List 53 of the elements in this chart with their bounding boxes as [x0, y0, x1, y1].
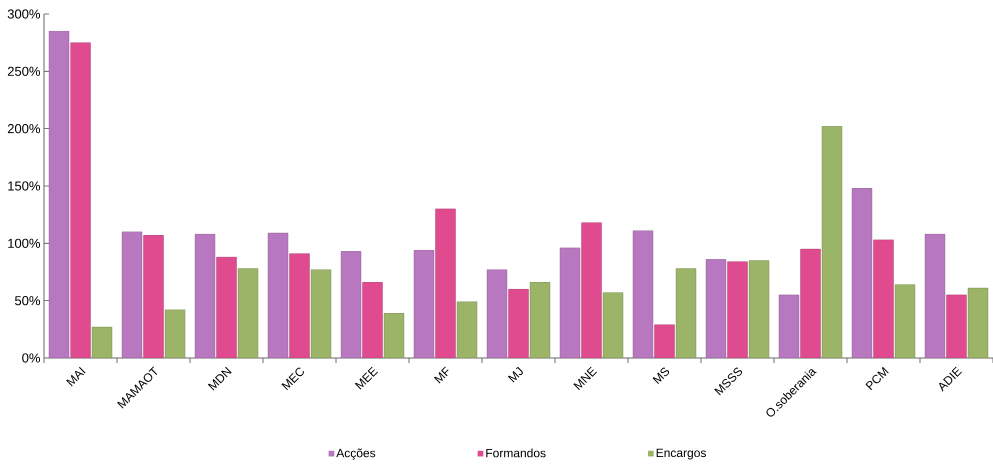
bar [748, 260, 770, 358]
bar [384, 313, 404, 358]
bar [486, 269, 508, 358]
bar [143, 235, 164, 358]
bar [508, 288, 529, 358]
bar [310, 269, 332, 358]
legend-label: Acções [336, 448, 376, 460]
x-tick-label: MAI [66, 366, 86, 386]
bar [216, 256, 237, 358]
bar [946, 294, 967, 358]
bar [268, 232, 288, 358]
bar [852, 188, 872, 358]
bar [778, 294, 800, 358]
y-tick-label: 100% [8, 238, 40, 248]
bar [800, 248, 821, 358]
bar [654, 324, 675, 358]
bar [968, 288, 988, 358]
bar [414, 250, 434, 358]
bar [706, 259, 726, 358]
bar [435, 208, 456, 358]
bar [530, 282, 550, 358]
bar [822, 126, 842, 358]
bar [48, 31, 70, 358]
x-tick-label: MF [434, 366, 449, 384]
y-tick-label: 300% [8, 9, 40, 19]
bar [194, 234, 216, 358]
bar [581, 222, 602, 358]
bar [632, 230, 654, 358]
bar [164, 310, 186, 358]
bar [70, 42, 91, 358]
bar [456, 302, 478, 358]
y-tick-label: 50% [14, 296, 40, 306]
bar [602, 292, 624, 358]
y-tick-label: 200% [8, 124, 40, 134]
y-tick-label: 150% [8, 181, 40, 191]
bar [873, 240, 894, 358]
bar [727, 261, 748, 358]
y-tick-label: 0% [22, 353, 40, 363]
bar [289, 253, 310, 358]
bar [560, 248, 580, 358]
bar [122, 232, 142, 358]
bar [676, 268, 696, 358]
x-tick-label: MJ [508, 366, 523, 383]
bar [362, 282, 383, 358]
bar [238, 268, 258, 358]
bar [340, 251, 362, 358]
legend-label: Formandos [486, 448, 546, 458]
x-tick-label: MS [652, 368, 670, 384]
bar [924, 234, 946, 358]
legend-label: Encargos [656, 448, 706, 460]
bar [894, 284, 916, 358]
bar [92, 326, 112, 358]
y-tick-label: 250% [8, 66, 40, 76]
